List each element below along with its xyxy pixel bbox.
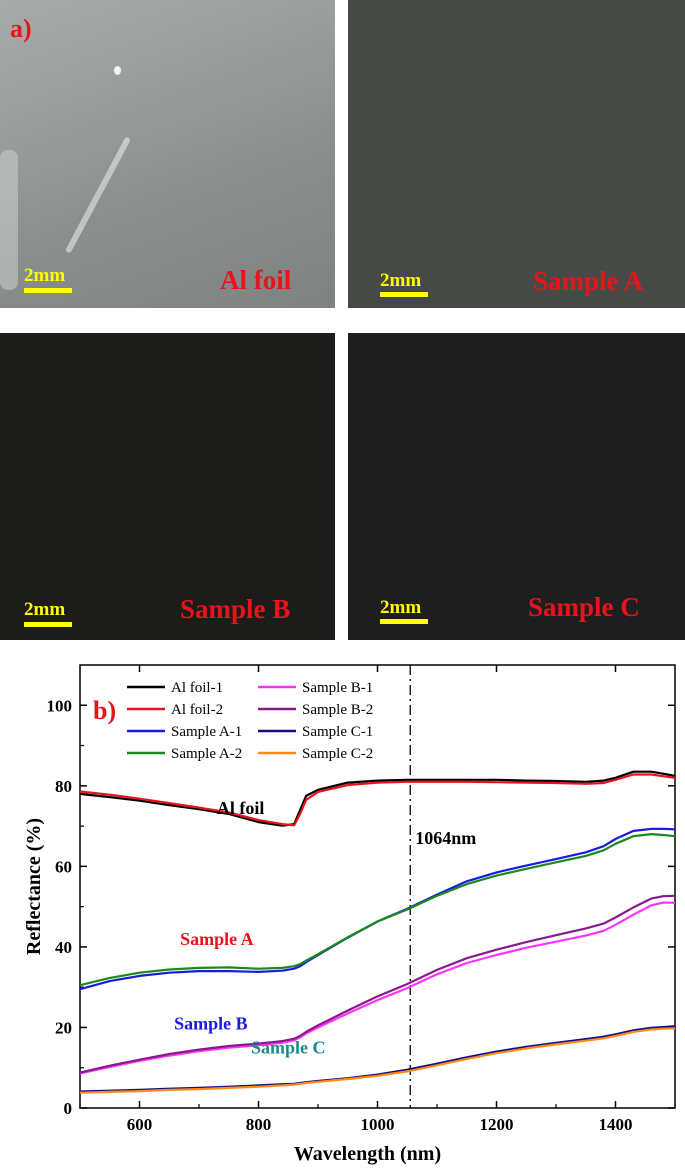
panel-label-b: b) — [93, 696, 116, 725]
series-line-sample-c-2 — [79, 1027, 676, 1094]
legend-entry: Sample C-1 — [302, 724, 373, 740]
scale-bar-label: 2mm — [380, 270, 422, 291]
series-line-sample-b-1 — [79, 901, 675, 1075]
scale-bar — [380, 619, 428, 624]
curve-annotation: Sample C — [251, 1038, 326, 1058]
legend-entry: Sample B-2 — [302, 702, 373, 718]
scale-bar-label: 2mm — [24, 599, 66, 620]
series-line-al-foil-1 — [79, 770, 676, 827]
y-axis-title: Reflectance (%) — [23, 818, 45, 955]
series-line-sample-a-1 — [79, 827, 676, 991]
photo-label: Al foil — [220, 265, 292, 295]
curve-annotation: Sample B — [174, 1013, 248, 1033]
y-tick-label: 40 — [55, 938, 72, 957]
photo-sample-c: 2mm Sample C — [348, 333, 685, 640]
photo-label: Sample C — [528, 592, 640, 622]
legend-entry: Al foil-2 — [171, 702, 223, 718]
highlight-streak — [64, 136, 132, 254]
x-tick-label: 1200 — [480, 1115, 514, 1134]
photo-label: Sample B — [180, 594, 291, 624]
x-tick-label: 600 — [127, 1115, 153, 1134]
x-axis-title: Wavelength (nm) — [294, 1143, 441, 1165]
legend-entry: Sample B-1 — [302, 680, 373, 696]
photo-label: Sample A — [533, 266, 644, 296]
y-tick-label: 100 — [47, 696, 73, 715]
series-line-sample-a-2 — [79, 833, 676, 987]
scale-bar — [24, 622, 72, 627]
scale-bar-label: 2mm — [380, 597, 422, 618]
scale-bar — [24, 288, 72, 293]
reference-line-label: 1064nm — [415, 828, 476, 848]
photo-sample-a: 2mm Sample A — [348, 0, 685, 308]
legend-entry: Sample A-1 — [171, 724, 242, 740]
panel-label-a: a) — [10, 14, 32, 43]
y-tick-label: 80 — [55, 777, 72, 796]
x-tick-label: 1400 — [599, 1115, 633, 1134]
scale-bar — [380, 292, 428, 297]
series-line-al-foil-2 — [79, 773, 676, 827]
curve-annotation: Al foil — [217, 798, 265, 818]
highlight-glare — [0, 150, 18, 290]
legend-entry: Al foil-1 — [171, 680, 223, 696]
photo-sample-b: 2mm Sample B — [0, 333, 335, 640]
x-tick-label: 800 — [246, 1115, 272, 1134]
series-line-sample-c-1 — [79, 1025, 676, 1093]
highlight-spot — [114, 66, 121, 75]
y-tick-label: 60 — [55, 857, 72, 876]
legend-entry: Sample C-2 — [302, 746, 373, 762]
x-tick-label: 1000 — [361, 1115, 395, 1134]
y-tick-label: 20 — [55, 1018, 72, 1037]
y-tick-label: 0 — [64, 1099, 73, 1118]
photo-al-foil: 2mm Al foil — [0, 0, 335, 308]
legend-entry: Sample A-2 — [171, 746, 242, 762]
reflectance-chart: 600 800 1000 1200 1400 0 20 40 60 80 100 Wavelength… — [23, 664, 676, 1165]
scale-bar-label: 2mm — [24, 265, 66, 286]
curve-annotation: Sample A — [180, 929, 254, 949]
series-line-sample-b-2 — [79, 894, 676, 1074]
